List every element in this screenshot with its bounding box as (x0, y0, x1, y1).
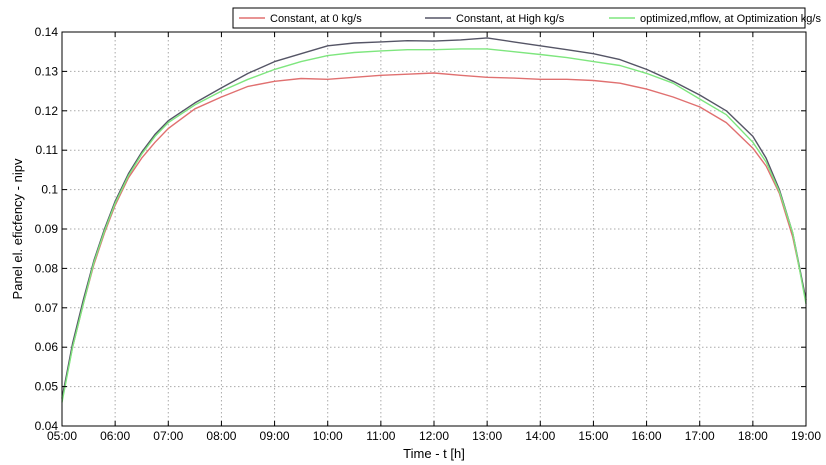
legend-label: Constant, at 0 kg/s (270, 13, 362, 25)
grid-lines (62, 32, 806, 426)
y-tick-label: 0.06 (35, 340, 59, 354)
x-tick-label: 09:00 (260, 429, 290, 443)
y-tick-label: 0.07 (35, 301, 59, 315)
x-tick-label: 12:00 (419, 429, 449, 443)
legend: Constant, at 0 kg/s Constant, at High kg/… (232, 7, 821, 29)
x-tick-label: 15:00 (578, 429, 608, 443)
y-tick-label: 0.05 (35, 380, 59, 394)
series-line-1 (61, 72, 807, 399)
legend-label: optimized,mflow, at Optimization kg/s (640, 13, 821, 25)
x-tick-label: 13:00 (472, 429, 502, 443)
legend-box (232, 7, 806, 29)
x-tick-label: 14:00 (525, 429, 555, 443)
x-axis-label: Time - t [h] (403, 446, 465, 461)
x-tick-label: 08:00 (206, 429, 236, 443)
x-tick-label: 18:00 (738, 429, 768, 443)
y-tick-label: 0.09 (35, 222, 59, 236)
axis-ticks: 05:00 06:00 07:00 08:00 09:00 10:00 11:00 12:00… (35, 25, 822, 443)
series-line-3 (61, 48, 807, 403)
y-axis-label: Panel el. eficfency - nipv (10, 158, 25, 299)
x-tick-label: 17:00 (685, 429, 715, 443)
x-tick-label: 10:00 (313, 429, 343, 443)
x-tick-label: 19:00 (791, 429, 821, 443)
x-tick-label: 05:00 (47, 429, 77, 443)
x-tick-label: 07:00 (153, 429, 183, 443)
y-tick-label: 0.08 (35, 261, 59, 275)
legend-label: Constant, at High kg/s (456, 13, 565, 25)
x-tick-label: 16:00 (632, 429, 662, 443)
series-lines (61, 37, 807, 403)
x-tick-label: 11:00 (366, 429, 395, 443)
y-tick-label: 0.04 (35, 419, 59, 433)
y-tick-label: 0.1 (41, 183, 58, 197)
y-tick-label: 0.11 (36, 143, 59, 157)
y-tick-label: 0.12 (35, 104, 59, 118)
series-line-2 (61, 37, 807, 399)
y-tick-label: 0.13 (35, 64, 59, 78)
y-tick-label: 0.14 (35, 25, 59, 39)
x-tick-label: 06:00 (100, 429, 130, 443)
